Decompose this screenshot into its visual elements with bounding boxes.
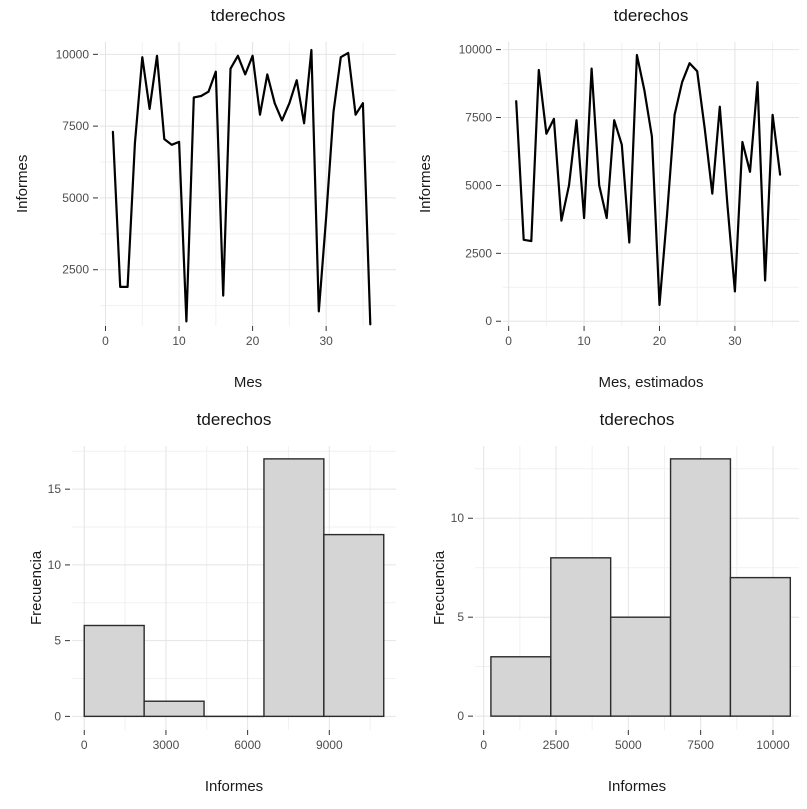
histogram-plot-informes: 0 5 10 15 0 3000 6000 9000 <box>48 446 396 752</box>
svg-text:10: 10 <box>451 511 465 525</box>
chart-histogram-informes: tderechos Frecuencia 0 5 10 15 0 3000 6000 9000… <box>0 404 403 809</box>
svg-text:10000: 10000 <box>56 47 90 61</box>
svg-text:7500: 7500 <box>62 119 89 133</box>
chart-title: tderechos <box>613 6 689 25</box>
svg-text:2500: 2500 <box>62 263 89 277</box>
svg-text:15: 15 <box>48 482 62 496</box>
svg-text:2500: 2500 <box>465 246 492 260</box>
svg-text:0: 0 <box>457 709 464 723</box>
svg-text:10: 10 <box>577 334 591 348</box>
svg-text:10: 10 <box>48 558 62 572</box>
chart-tderechos-mes: tderechos Informes 2500 5000 7500 10000 0 10 2… <box>0 0 403 404</box>
svg-text:5000: 5000 <box>465 178 492 192</box>
svg-text:10: 10 <box>172 334 186 348</box>
x-axis-label: Informes <box>204 778 264 795</box>
svg-text:0: 0 <box>485 314 492 328</box>
svg-text:0: 0 <box>54 709 61 723</box>
chart-title: tderechos <box>210 6 286 25</box>
svg-text:6000: 6000 <box>234 738 261 752</box>
chart-histogram-informes-estimados: tderechos Frecuencia 0 5 10 0 2500 5000 7500 10… <box>403 404 807 809</box>
svg-text:20: 20 <box>246 334 260 348</box>
chart-title: tderechos <box>196 410 272 429</box>
svg-text:30: 30 <box>319 334 333 348</box>
svg-text:20: 20 <box>653 334 667 348</box>
x-axis-label: Mes <box>233 374 263 391</box>
svg-text:0: 0 <box>102 334 109 348</box>
svg-text:3000: 3000 <box>153 738 180 752</box>
svg-text:5: 5 <box>54 634 61 648</box>
svg-text:0: 0 <box>505 334 512 348</box>
histogram-plot-informes-estimados: 0 5 10 0 2500 5000 7500 10000 <box>451 446 799 752</box>
chart-tderechos-mes-estimados: tderechos Informes 0 2500 5000 7500 10000 0 10… <box>403 0 807 404</box>
svg-text:0: 0 <box>81 738 88 752</box>
svg-text:9000: 9000 <box>316 738 343 752</box>
svg-text:30: 30 <box>728 334 742 348</box>
svg-text:10000: 10000 <box>459 43 493 57</box>
svg-text:5000: 5000 <box>615 738 642 752</box>
svg-text:7500: 7500 <box>465 111 492 125</box>
line-plot-mes: 2500 5000 7500 10000 0 10 20 30 <box>56 42 396 348</box>
x-axis-label: Informes <box>607 778 667 795</box>
svg-text:10000: 10000 <box>756 738 790 752</box>
svg-text:7500: 7500 <box>687 738 714 752</box>
chart-title: tderechos <box>599 410 675 429</box>
svg-text:5: 5 <box>457 610 464 624</box>
svg-text:0: 0 <box>480 738 487 752</box>
svg-text:2500: 2500 <box>543 738 570 752</box>
line-plot-mes-estimados: 0 2500 5000 7500 10000 0 10 20 30 <box>459 42 799 348</box>
svg-text:5000: 5000 <box>62 191 89 205</box>
x-axis-label: Mes, estimados <box>598 374 704 391</box>
